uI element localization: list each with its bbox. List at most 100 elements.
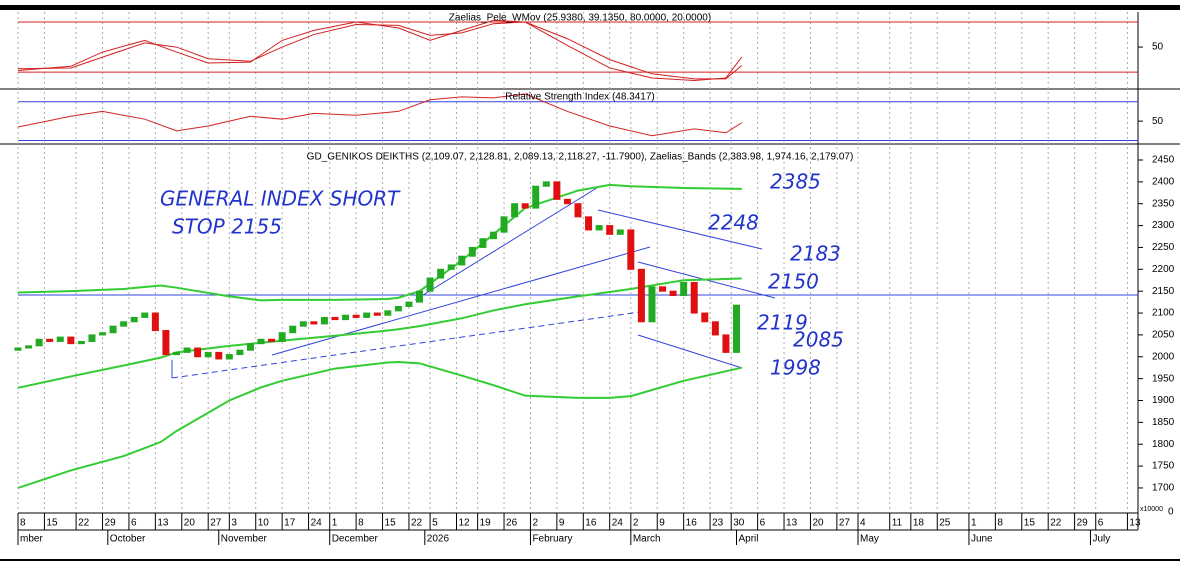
x-tick-label: 24 [311,518,323,529]
candle-body [479,238,487,248]
candle-body [342,314,350,321]
x-tick-label: 30 [733,518,745,529]
month-label: October [110,534,146,545]
x-tick-label: 3 [231,518,237,529]
month-label: November [221,534,268,545]
x-tick-label: 5 [432,518,438,529]
candle-body [352,314,360,318]
panel-title: GD_GENIKOS DEIKTHS (2,109.07, 2,128.81, … [307,152,854,163]
x-tick-label: 29 [1077,518,1089,529]
band-line [17,277,742,389]
candle-body [257,338,265,345]
candle-body [416,290,424,303]
candle-body [215,351,223,360]
candle-body [394,305,402,312]
candle-body [99,332,107,336]
y-tick-label: 2200 [1152,264,1175,275]
x-tick-label: 16 [686,518,698,529]
x-tick-label: 6 [760,518,766,529]
x-tick-label: 6 [131,518,137,529]
candle-body [405,301,413,307]
candle-body [500,216,508,233]
candle-body [246,343,254,351]
candle-body [659,286,667,292]
y-tick-label: 50 [1152,42,1164,53]
x-tick-label: 22 [1050,518,1062,529]
x-tick-label: 8 [997,518,1003,529]
candle-body [711,321,719,336]
candle-body [542,181,550,187]
x-tick-label: 25 [939,518,951,529]
x-tick-label: 17 [284,518,296,529]
x-tick-label: 6 [1098,518,1104,529]
candle-body [722,334,730,353]
candle-body [732,304,740,353]
candle-body [426,277,434,292]
x-tick-label: 15 [46,518,58,529]
candle-body [46,338,54,342]
y-tick-label: 2350 [1152,198,1175,209]
annotation: 2248 [708,211,759,235]
trend-line [414,185,601,301]
candle-body [563,198,571,205]
trend-line [597,209,763,250]
candle-body [447,264,455,270]
annotation: 2183 [790,242,841,266]
x-tick-label: 22 [78,518,90,529]
y-tick-label: 2300 [1152,220,1175,231]
y-tick-label: 2400 [1152,176,1175,187]
panel-title: Relative Strength Index (48.3417) [505,92,655,103]
x-tick-label: 2 [633,518,639,529]
x-tick-label: 12 [458,518,470,529]
candle-body [437,268,445,279]
volume-axis-unit: x10000 [1140,506,1163,513]
candle-body [77,340,85,345]
candle-body [574,203,582,218]
candle-body [458,255,466,266]
grid [17,12,1128,512]
month-label: March [633,534,661,545]
candle-body [320,316,328,325]
candle-body [595,225,603,231]
annotation: 2119 [757,311,808,335]
x-tick-label: 9 [559,518,565,529]
y-tick-label: 1900 [1152,395,1175,406]
x-tick-label: 22 [411,518,423,529]
x-tick-label: 15 [385,518,397,529]
y-tick-label: 2150 [1152,286,1175,297]
x-tick-label: 18 [913,518,925,529]
y-tick-label: 1950 [1152,373,1175,384]
candle-body [162,330,170,356]
annotation: GENERAL INDEX SHORT [160,187,401,211]
x-tick-label: 27 [839,518,851,529]
trend-line [271,246,651,356]
volume-axis-label: 0 [1168,507,1174,518]
month-label: 2026 [427,534,450,545]
y-tick-label: 2100 [1152,308,1175,319]
x-tick-label: 2 [532,518,538,529]
annotation: STOP 2155 [172,215,282,239]
x-tick-label: 13 [1129,518,1141,529]
x-tick-label: 1 [971,518,977,529]
candle-body [204,351,212,358]
month-label: mber [20,534,43,545]
month-label: June [971,534,993,545]
candle-body [627,229,635,270]
trend-line [637,334,743,369]
candle-body [553,181,561,200]
y-tick-label: 1850 [1152,417,1175,428]
y-tick-label: 1750 [1152,461,1175,472]
x-tick-label: 13 [786,518,798,529]
x-tick-label: 11 [892,518,903,529]
x-tick-label: 10 [258,518,270,529]
candle-body [331,316,339,321]
candle-body [278,332,286,342]
x-tick-label: 20 [184,518,196,529]
x-tick-label: 13 [157,518,169,529]
candle-body [88,334,96,342]
y-tick-label: 2250 [1152,242,1175,253]
annotation: 2385 [770,170,821,194]
candle-body [194,347,202,358]
x-tick-label: 9 [659,518,665,529]
